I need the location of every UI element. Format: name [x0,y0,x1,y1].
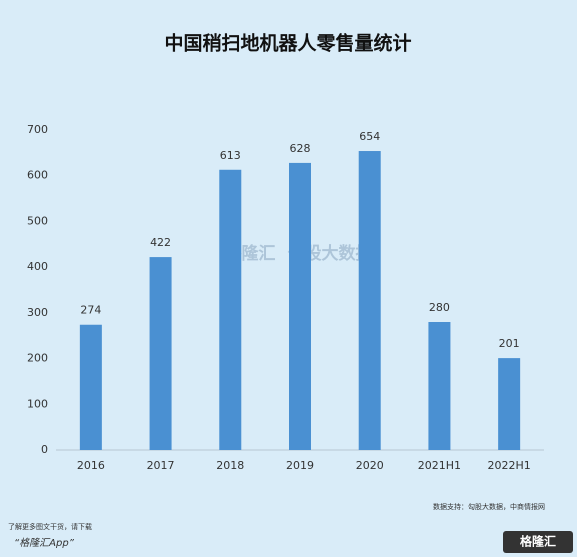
y-tick-label: 400 [27,260,48,273]
x-tick-label: 2019 [286,459,314,472]
x-tick-label: 2016 [77,459,105,472]
footer: 了解更多图文干货，请下载 [8,522,92,531]
value-label: 613 [220,149,241,162]
x-tick-label: 2017 [147,459,175,472]
y-tick-label: 300 [27,306,48,319]
bar [149,257,172,450]
value-label: 201 [499,337,520,350]
bar [358,151,381,450]
logo: 格隆汇 [520,534,556,549]
value-label: 628 [290,142,311,155]
value-label: 654 [359,130,380,143]
bar [79,324,102,450]
bar [219,169,242,450]
value-label: 422 [150,236,171,249]
chart-title: 中国稍扫地机器人零售量统计 [164,32,411,55]
x-tick-label: 2021H1 [418,459,461,472]
y-tick-label: 100 [27,397,48,410]
bar [498,358,521,450]
y-tick-label: 700 [27,123,48,136]
y-tick-label: 200 [27,352,48,365]
value-label: 280 [429,301,450,314]
y-tick-label: 600 [27,169,48,182]
bar [289,162,311,450]
value-label: 274 [80,304,101,317]
x-tick-label: 2018 [216,459,244,472]
source: 数据支持：勾股大数据，中商情报网 [433,502,545,511]
x-tick-label: 2020 [356,459,384,472]
footer: “格隆汇App” [14,537,75,549]
y-tick-label: 0 [41,443,48,456]
logo-box [503,531,573,553]
y-tick-label: 500 [27,214,48,227]
bar [428,322,451,450]
x-tick-label: 2022H1 [488,459,531,472]
